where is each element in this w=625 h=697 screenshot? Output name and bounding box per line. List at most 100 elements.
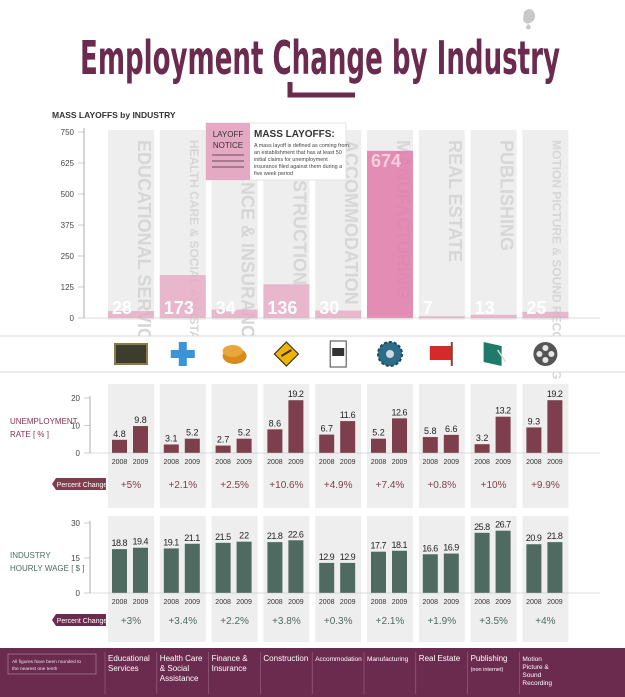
footer-industry-label: Recording [522,680,552,687]
unemployment-bars: 0 10 20 4.8 2008 9.8 2009 3.1 2008 5.2 2009 2.7 2008… [71,389,600,466]
series-bar [288,400,304,453]
y-tick-label: 20 [71,394,80,403]
y-tick-label: 125 [61,283,75,292]
footer-industry-label: Picture & [522,664,549,671]
y-tick-label: 750 [61,128,75,137]
bar-value-label: 9.8 [134,415,147,425]
year-label: 2009 [547,459,563,466]
layoff-value-label: 25 [526,298,546,318]
percent-change-value: +7.4% [376,480,405,491]
bar-value-label: 16.9 [443,543,459,553]
bar-value-label: 19.1 [163,537,179,547]
series-bar [443,434,459,453]
percent-change-value: +5% [121,480,141,491]
series-bar [184,543,200,593]
year-label: 2009 [444,459,460,466]
layoff-bar [418,316,465,318]
notice-body: A mass layoff is defined as coming froma… [254,143,349,177]
y-tick-label: 250 [61,252,75,261]
series-bar [340,421,356,453]
bar-value-label: 19.2 [547,389,563,399]
series-bar [267,542,283,593]
bar-value-label: 18.8 [112,538,128,548]
bar-value-label: 5.2 [238,428,251,438]
notice-body-line: insurance filed against them during a [254,164,342,170]
reel-hole [536,351,543,357]
unemployment-label-line1: UNEMPLOYMENT [10,417,78,426]
gold-coins-icon [222,345,247,364]
for-sale-sign-icon [429,342,453,366]
percent-change-value: +4% [535,616,555,627]
industry-icons [114,340,558,368]
year-label: 2008 [267,599,283,606]
bar-value-label: 13.2 [495,406,511,416]
reel-hole [548,351,555,357]
year-label: 2008 [423,459,439,466]
series-bar [319,562,335,593]
year-label: 2009 [133,599,149,606]
saw-blade-icon [377,341,403,367]
year-label: 2008 [164,599,180,606]
coin [222,345,243,357]
medical-cross-icon [170,342,195,366]
percent-change-value: +2.5% [220,480,249,491]
year-label: 2008 [319,599,335,606]
sign-mark [280,349,292,357]
year-label: 2009 [236,459,252,466]
y-tick-label: 0 [76,449,81,458]
percent-change-value: +3.4% [168,616,197,627]
column-bg [418,130,465,320]
bar-value-label: 6.7 [320,424,333,434]
percent-change-value: +1.9% [427,616,456,627]
column-label: PUBLISHING [497,140,517,251]
column-label: FINANCE & INSURANCE [238,140,258,350]
year-label: 2008 [526,599,542,606]
percent-change-value: +0.3% [324,616,353,627]
series-bar [184,438,200,453]
bar-value-label: 12.9 [340,552,356,562]
percent-change-value: +3.8% [272,616,301,627]
layoff-value-label: 28 [112,298,132,318]
footer-industry-label: Insurance [212,664,248,673]
y-tick-label: 15 [71,554,80,563]
bar-value-label: 4.8 [113,429,126,439]
bar-value-label: 5.8 [424,426,437,436]
footer-industry-label: Assistance [160,674,199,683]
bar-value-label: 18.1 [392,540,408,550]
percent-change-value: +9.9% [531,480,560,491]
sale-sign [429,346,452,360]
bar-value-label: 12.9 [319,552,335,562]
series-bar [495,530,511,593]
door-hanger-print [332,348,345,356]
year-label: 2009 [185,459,201,466]
year-label: 2009 [340,459,356,466]
percent-change-value: +4.9% [324,480,353,491]
construction-sign-icon [273,341,300,367]
bar-value-label: 21.8 [267,531,283,541]
bar-value-label: 26.7 [495,520,511,530]
footer-industry-label: Accommodation [315,656,362,663]
percent-change-value: +0.8% [427,480,456,491]
year-label: 2008 [215,459,231,466]
footer-industry-label: Manufacturing [367,656,409,663]
y-tick-label: 30 [71,519,80,528]
layoff-bar [315,310,362,318]
percent-change-value: +2.2% [220,616,249,627]
bar-value-label: 11.6 [340,410,356,420]
layoff-value-label: 34 [216,298,236,318]
year-label: 2009 [495,599,511,606]
layoff-value-label: 7 [423,298,433,318]
footer-industry-label: Publishing [471,654,508,663]
notice-tag-line2: NOTICE [213,141,243,150]
footer-industry-label: Sound [522,672,541,679]
y-tick-label: 0 [70,314,75,323]
bar-value-label: 19.2 [288,389,304,399]
series-bar [319,434,335,453]
series-bar [526,544,542,593]
reel-hole [542,345,549,351]
layoff-bar [470,314,517,318]
bar-value-label: 3.1 [165,433,178,443]
footer-industry-label: Motion [522,656,542,663]
bar-value-label: 21.1 [184,533,200,543]
